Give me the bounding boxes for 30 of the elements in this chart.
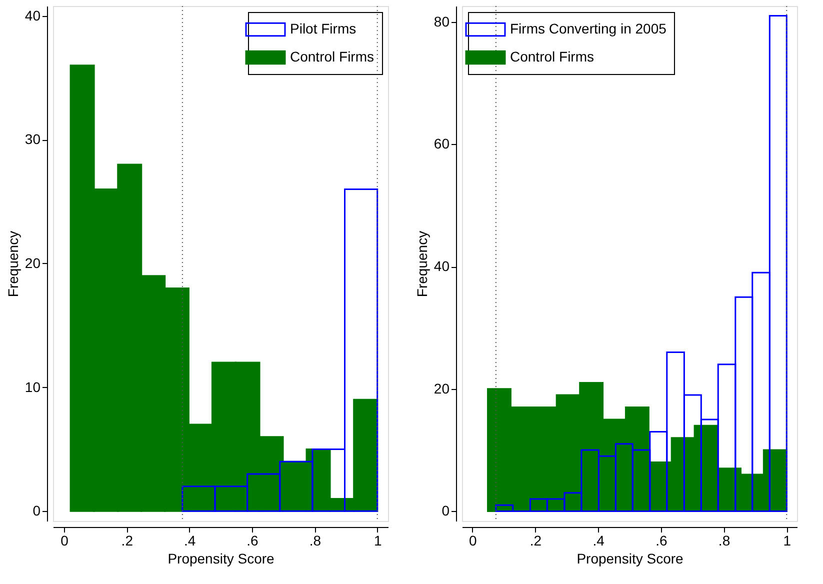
y-tick-label: 10 xyxy=(24,378,41,395)
y-tick-label: 40 xyxy=(434,258,450,274)
x-tick-label: 1 xyxy=(783,532,792,548)
x-axis-title: Propensity Score xyxy=(576,550,684,566)
legend-label: Control Firms xyxy=(510,48,594,64)
y-axis-title: Frequency xyxy=(414,230,430,298)
y-tick-label: 0 xyxy=(442,502,450,519)
x-tick-label: .8 xyxy=(309,532,322,548)
y-tick-label: 30 xyxy=(24,131,41,148)
x-tick-label: 0 xyxy=(468,532,477,548)
y-tick-label: 80 xyxy=(434,13,450,30)
x-tick-label: .4 xyxy=(184,532,196,548)
y-tick-label: 20 xyxy=(24,255,41,271)
y-tick-label: 40 xyxy=(24,7,41,24)
x-axis-title: Propensity Score xyxy=(168,550,275,566)
x-tick-label: .2 xyxy=(530,532,542,548)
legend-label: Control Firms xyxy=(290,48,374,64)
x-tick-label: 1 xyxy=(374,532,382,548)
y-tick-label: 0 xyxy=(32,502,41,519)
x-tick-label: .8 xyxy=(718,532,730,548)
x-tick-label: .6 xyxy=(246,532,259,548)
x-tick-label: .2 xyxy=(121,532,134,548)
x-tick-label: 0 xyxy=(60,532,69,548)
legend-label: Firms Converting in 2005 xyxy=(510,20,667,36)
y-tick-label: 60 xyxy=(434,136,450,152)
y-axis-title: Frequency xyxy=(4,230,21,298)
x-tick-label: .4 xyxy=(592,532,605,548)
legend-label: Pilot Firms xyxy=(290,20,356,36)
y-tick-label: 20 xyxy=(434,380,450,396)
x-tick-label: .6 xyxy=(656,532,668,548)
